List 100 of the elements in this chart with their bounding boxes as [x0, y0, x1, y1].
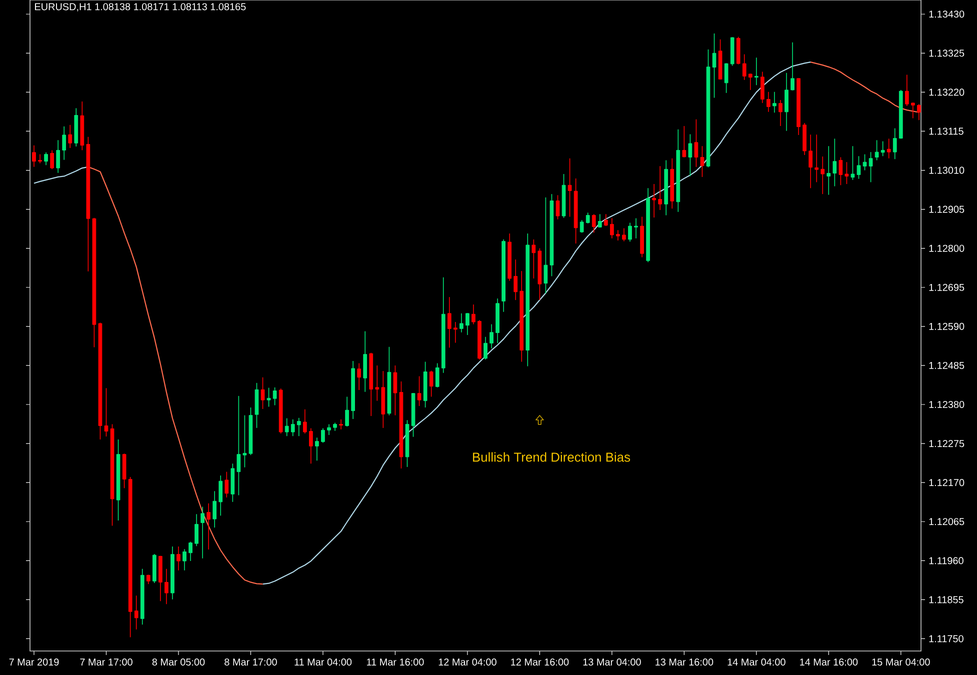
candlestick: [712, 33, 716, 98]
candlestick: [742, 54, 746, 80]
x-tick-label: 15 Mar 04:00: [872, 658, 930, 666]
candlestick: [874, 140, 879, 161]
candlestick: [586, 212, 590, 224]
x-tick-label: 7 Mar 2019: [9, 658, 59, 666]
candlestick: [856, 156, 861, 180]
candlestick: [610, 218, 614, 239]
candlestick: [50, 150, 54, 170]
candlestick: [604, 214, 608, 226]
candlestick: [724, 62, 728, 94]
candlestick: [260, 376, 265, 410]
candlestick: [592, 214, 596, 234]
y-tick-label: 1.13115: [929, 128, 964, 135]
y-tick-label: 1.12905: [929, 206, 964, 213]
y-tick-label: 1.13430: [929, 10, 964, 18]
candlestick: [321, 428, 325, 444]
x-tick-label: 8 Mar 17:00: [224, 658, 277, 666]
candlestick: [568, 158, 572, 218]
candlestick: [459, 313, 464, 333]
candlestick: [363, 330, 368, 392]
candlestick: [266, 387, 271, 408]
candlestick: [200, 506, 204, 559]
candlestick: [910, 102, 915, 119]
candlestick: [284, 418, 289, 437]
candlestick: [772, 91, 776, 114]
y-tick-label: 1.11750: [929, 635, 964, 642]
candlestick: [315, 437, 319, 462]
candlestick: [904, 74, 909, 106]
candlestick: [658, 166, 662, 210]
candlestick: [272, 387, 277, 406]
candlestick: [44, 152, 48, 166]
candlestick: [598, 214, 602, 228]
candlestick: [68, 124, 72, 148]
candlestick: [556, 194, 560, 220]
y-tick-label: 1.12065: [929, 518, 964, 526]
candlestick: [850, 146, 855, 180]
candlestick: [652, 184, 656, 218]
candlestick: [242, 414, 247, 468]
candlestick: [218, 475, 223, 516]
candlestick: [754, 57, 758, 86]
candlestick: [790, 42, 794, 91]
candlestick: [375, 365, 380, 402]
candlestick: [814, 134, 819, 183]
candlestick: [134, 595, 138, 630]
candlestick: [820, 156, 825, 194]
candlestick: [290, 418, 295, 437]
y-tick-label: 1.11960: [929, 557, 964, 564]
candlestick: [472, 304, 476, 325]
candlestick: [694, 118, 698, 168]
x-tick-label: 11 Mar 16:00: [366, 658, 424, 666]
candlestick: [886, 138, 891, 159]
candlestick: [194, 514, 198, 547]
candlestick: [164, 568, 168, 605]
candlestick: [892, 128, 897, 160]
candlestick: [748, 73, 752, 90]
candlestick: [532, 239, 536, 279]
x-tick-label: 11 Mar 04:00: [294, 658, 352, 666]
candlestick: [862, 154, 867, 171]
candlestick: [868, 152, 873, 183]
candlestick: [212, 490, 217, 528]
y-tick-label: 1.13325: [929, 50, 964, 57]
candlestick: [357, 362, 362, 390]
candlestick: [628, 222, 632, 242]
candlestick: [38, 154, 42, 164]
candlestick: [56, 140, 60, 174]
candlestick: [484, 336, 488, 360]
candlestick: [339, 418, 343, 430]
candlestick: [832, 138, 837, 187]
x-tick-label: 7 Mar 17:00: [80, 658, 132, 666]
candlestick: [634, 218, 638, 239]
x-tick-label: 13 Mar 04:00: [583, 658, 641, 666]
candlestick: [514, 259, 518, 300]
candlestick: [302, 408, 307, 434]
chart-title: EURUSD,H1 1.08138 1.08171 1.08113 1.08165: [35, 3, 246, 12]
candlestick: [447, 296, 452, 348]
y-tick-label: 1.12590: [929, 322, 964, 330]
candlestick: [808, 134, 813, 189]
candlestick: [224, 471, 229, 498]
candlestick: [490, 324, 494, 349]
candlestick: [393, 365, 398, 416]
annotation: Bullish Trend Direction Bias: [473, 452, 630, 462]
candlestick: [778, 100, 782, 126]
candlestick: [580, 220, 584, 234]
y-tick-label: 1.12800: [929, 244, 964, 252]
x-tick-label: 12 Mar 04:00: [438, 658, 496, 666]
candlestick: [429, 370, 434, 398]
y-tick-label: 1.12170: [929, 479, 964, 486]
candlestick: [296, 417, 301, 437]
candlestick: [417, 376, 422, 406]
y-tick-label: 1.13220: [929, 88, 964, 96]
candlestick: [838, 156, 843, 186]
x-tick-label: 12 Mar 16:00: [511, 658, 569, 666]
candlestick: [700, 146, 704, 178]
x-tick-label: 14 Mar 16:00: [800, 658, 858, 666]
candlestick: [784, 72, 788, 132]
y-tick-label: 1.11855: [929, 596, 964, 604]
candlestick: [62, 126, 66, 160]
y-tick-label: 1.12695: [929, 284, 964, 291]
candlestick: [308, 428, 313, 464]
